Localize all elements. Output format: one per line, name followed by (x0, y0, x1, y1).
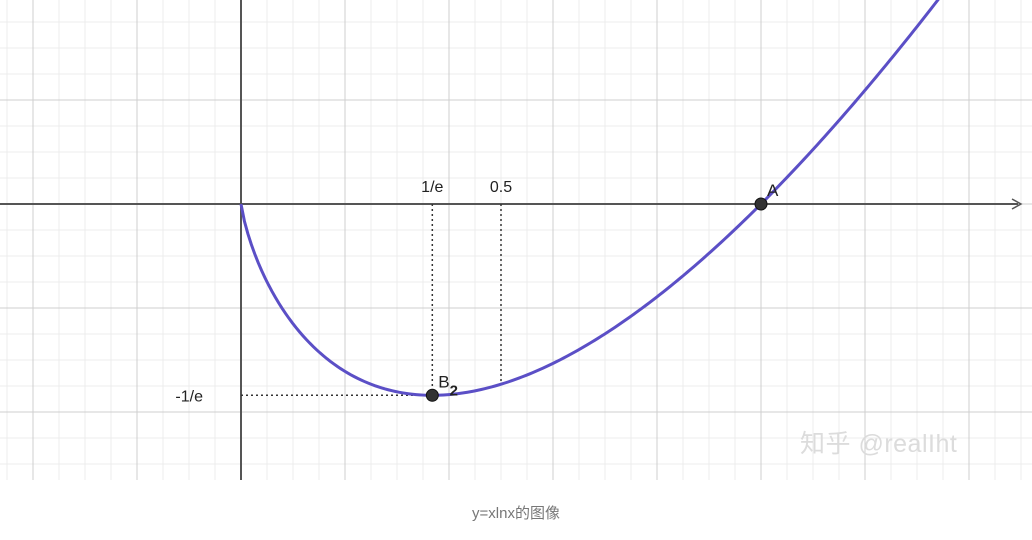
points: AB2 (425, 181, 779, 402)
grid-major (0, 0, 1032, 480)
point-A (754, 197, 768, 211)
curve-xlnx (239, 0, 940, 397)
tick-labels: 1/e 0.5 -1/e (175, 179, 512, 405)
watermark: 知乎 @realIht (800, 430, 958, 458)
guide-lines (241, 204, 502, 397)
x-axis-arrow (1011, 198, 1023, 210)
x-tick-label: 1/e (421, 179, 443, 196)
grid-minor (0, 0, 1032, 480)
y-tick-label: -1/e (175, 388, 203, 405)
figure-caption: y=xlnx的图像 (472, 505, 560, 522)
axes (0, 0, 1023, 480)
point-label-subscript: 2 (450, 382, 458, 399)
point-B (425, 388, 439, 402)
x-tick-label: 0.5 (490, 179, 512, 196)
point-label-A: A (767, 181, 779, 200)
function-plot: AB2 1/e 0.5 -1/e (0, 0, 1032, 480)
